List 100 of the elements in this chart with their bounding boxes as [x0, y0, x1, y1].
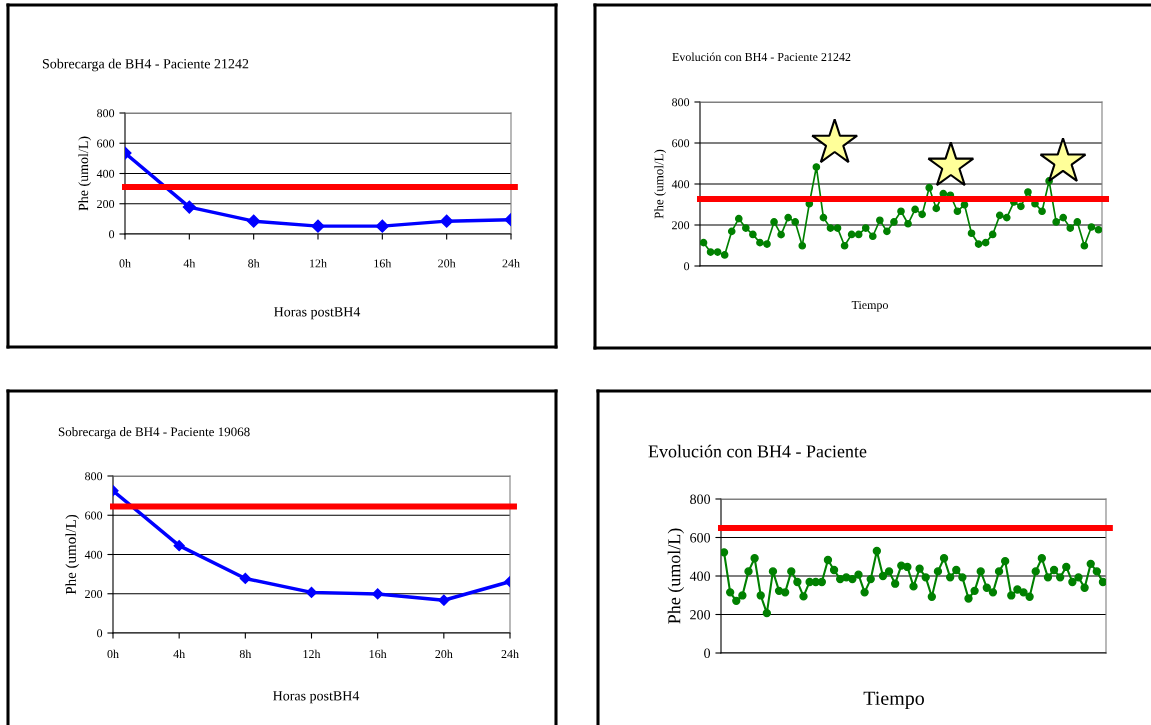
chart-title: Evolución con BH4 - Paciente	[648, 444, 867, 458]
point	[1052, 218, 1060, 226]
point	[981, 238, 990, 247]
x-axis-title: Tiempo	[863, 691, 924, 710]
point	[953, 207, 962, 216]
point	[1094, 225, 1102, 234]
point	[1038, 207, 1046, 216]
y-tick-label: 600	[85, 511, 103, 520]
x-tick-label: 12h	[310, 259, 327, 268]
y-tick-label: 400	[96, 169, 115, 178]
y-tick-label: 600	[97, 139, 115, 148]
point	[988, 230, 997, 239]
point	[897, 207, 905, 216]
point	[1002, 213, 1011, 222]
point	[742, 224, 750, 232]
point	[770, 218, 778, 226]
y-tick-label: 400	[689, 571, 711, 581]
y-tick-label: 0	[704, 648, 711, 658]
x-tick-label: 4h	[183, 259, 196, 268]
y-tick-label: 200	[85, 589, 103, 599]
point	[904, 219, 912, 228]
y-tick-label: 200	[97, 199, 115, 209]
point	[798, 241, 807, 250]
point	[763, 240, 771, 248]
point	[749, 230, 757, 239]
x-tick-label: 12h	[303, 649, 321, 658]
point	[847, 230, 856, 239]
y-axis-title: Phe (umol/L)	[667, 528, 685, 624]
x-tick-label: 16h	[369, 649, 387, 659]
point	[1024, 188, 1032, 196]
y-tick-label: 0	[97, 629, 103, 638]
chart-title: Evolución con BH4 - Paciente 21242	[672, 52, 851, 61]
point	[713, 248, 722, 256]
point	[1066, 224, 1075, 232]
point	[1080, 241, 1089, 250]
point	[182, 200, 196, 214]
x-tick-label: 8h	[239, 649, 252, 659]
point	[777, 230, 785, 239]
point	[826, 224, 835, 232]
x-tick-label: 0h	[119, 259, 131, 268]
point	[1073, 218, 1082, 226]
point	[706, 248, 715, 256]
y-tick-label: 400	[671, 180, 690, 189]
point	[734, 214, 743, 223]
point	[440, 214, 454, 228]
point	[833, 224, 842, 232]
point	[932, 204, 941, 213]
point	[918, 210, 926, 219]
point	[883, 227, 891, 236]
point	[1017, 202, 1025, 211]
x-axis-title: Horas postBH4	[274, 307, 361, 320]
point	[911, 205, 919, 214]
point	[375, 219, 389, 233]
point	[890, 218, 898, 226]
y-tick-label: 0	[684, 262, 690, 271]
point	[812, 163, 821, 171]
point	[925, 183, 934, 192]
point	[239, 572, 251, 585]
point	[173, 540, 185, 552]
y-tick-label: 600	[690, 533, 711, 543]
point	[974, 240, 983, 248]
point	[727, 227, 736, 236]
point	[784, 213, 792, 222]
y-tick-label: 200	[672, 221, 690, 230]
point	[756, 238, 764, 247]
point	[868, 232, 877, 241]
x-axis-title: Tiempo	[851, 300, 888, 312]
point	[840, 241, 849, 250]
point	[1087, 223, 1096, 231]
point	[861, 224, 870, 232]
chart-title: Sobrecarga de BH4 - Paciente 21242	[42, 58, 249, 72]
point	[819, 213, 828, 222]
y-tick-label: 800	[690, 494, 711, 504]
point	[700, 238, 708, 247]
y-tick-label: 200	[690, 610, 711, 620]
y-axis-title: Phe (umol/L)	[65, 514, 80, 595]
x-tick-label: 20h	[438, 259, 456, 268]
point	[854, 230, 863, 239]
x-tick-label: 4h	[173, 649, 186, 658]
x-tick-label: 8h	[248, 259, 260, 268]
point	[791, 218, 800, 226]
point	[372, 588, 384, 600]
point	[247, 214, 261, 228]
y-tick-label: 600	[672, 139, 690, 148]
x-tick-label: 0h	[107, 649, 119, 659]
y-tick-label: 800	[85, 472, 103, 481]
point	[311, 219, 325, 233]
y-tick-label: 800	[672, 98, 690, 107]
x-axis-title: Horas postBH4	[273, 691, 360, 704]
point	[720, 251, 729, 259]
x-tick-label: 24h	[501, 649, 519, 658]
x-tick-label: 20h	[435, 649, 453, 659]
point	[876, 216, 884, 225]
y-axis-title: Phe (umol/L)	[78, 136, 92, 211]
y-tick-label: 400	[84, 550, 103, 559]
point	[1059, 213, 1068, 222]
point	[995, 211, 1004, 220]
chart-title: Sobrecarga de BH4 - Paciente 19068	[58, 427, 250, 439]
x-tick-label: 24h	[502, 259, 520, 268]
y-tick-label: 0	[109, 230, 115, 239]
